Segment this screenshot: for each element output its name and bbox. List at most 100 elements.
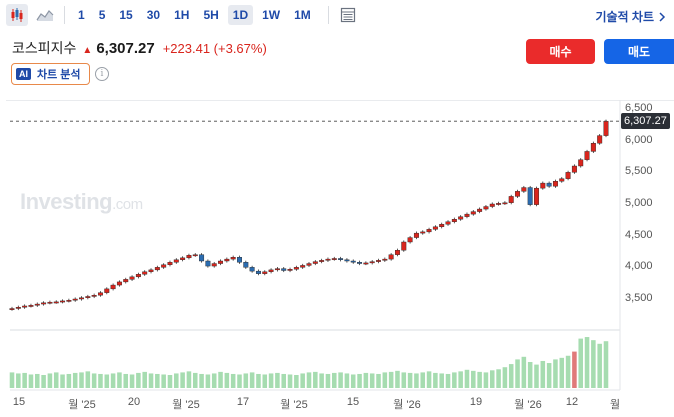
candle-body [489,203,495,207]
candle-body [357,262,363,264]
price-chart[interactable] [6,100,674,417]
candle-body [312,261,318,264]
candle-body [413,232,419,238]
candle-body [110,284,116,290]
volume-bar [553,359,558,388]
candle-body [439,224,445,227]
area-chart-icon[interactable] [34,4,56,26]
candle-body [60,300,66,303]
info-icon[interactable]: i [95,67,109,81]
candle-body [47,301,53,304]
ai-badge: AI [16,68,31,80]
timeframe-15[interactable]: 15 [119,8,133,22]
volume-bar [452,372,457,388]
candle-body [268,269,274,272]
volume-bar [281,373,286,388]
volume-bar [275,372,280,388]
volume-bar [199,373,204,388]
y-tick-label: 5,500 [625,165,653,178]
volume-bar [540,360,546,388]
volume-bar [572,351,577,388]
volume-bar [332,372,337,388]
volume-bar [117,372,122,388]
candle-body [534,187,539,205]
candle-body [135,274,141,278]
candle-body [293,267,299,270]
volume-bar [237,374,242,388]
volume-bar [142,371,147,388]
timeframe-1[interactable]: 1 [78,8,85,22]
candle-body [388,254,394,260]
volume-bar [123,373,129,388]
candle-body [287,269,293,271]
buy-button[interactable]: 매수 [526,39,595,64]
x-tick-label: 19 [469,396,483,408]
timeframe-30[interactable]: 30 [146,8,161,22]
watermark-suffix: .com [112,196,143,213]
volume-bar [180,372,185,388]
volume-bar [350,374,356,388]
volume-bar [205,374,211,388]
candle-body [218,260,224,264]
volume-bar [186,371,192,388]
current-price: 6,307.27 [96,40,155,57]
volume-bar [148,373,154,388]
volume-bar [395,370,400,388]
volume-bar [445,373,451,388]
candle-body [41,302,47,305]
candle-body [154,267,160,271]
candlestick-icon[interactable] [6,4,28,26]
volume-bar [546,363,552,388]
candle-body [192,254,198,257]
candle-body [527,187,533,205]
candle-body [325,258,331,261]
candle-body [85,296,91,298]
candle-body [331,258,337,260]
candle-body [571,165,577,173]
volume-bar [98,373,103,388]
volume-bar [9,372,15,388]
timeframe-1w[interactable]: 1W [262,8,281,22]
volume-bar [224,372,230,388]
timeframe-5h[interactable]: 5H [203,8,219,22]
volume-bar [85,371,91,388]
candle-body [565,172,571,179]
x-tick-label: 12 [565,396,579,408]
tech-chart-label: 기술적 차트 [595,10,654,24]
candle-body [104,288,110,293]
y-tick-label: 6,000 [625,133,653,146]
volume-bar [496,369,501,388]
x-tick-label: 15 [346,396,360,408]
quote-header: 코스피지수 ▲ 6,307.27 +223.41 (+3.67%) [12,38,267,58]
table-icon[interactable] [337,4,359,26]
candle-body [464,213,470,217]
timeframe-1h[interactable]: 1H [174,8,190,22]
volume-bar [508,364,514,388]
volume-bar [313,371,318,388]
candle-body [369,261,375,264]
y-tick-label: 6,500 [625,102,653,114]
candle-body [363,262,369,265]
candle-body [274,268,280,271]
sell-button[interactable]: 매도 [604,39,674,64]
candle-body [97,292,103,296]
watermark-brand: Investing [20,189,113,214]
volume-bar [110,373,116,388]
candle-body [344,259,350,262]
timeframe-5[interactable]: 5 [98,8,106,22]
tech-chart-link[interactable]: 기술적 차트 [595,8,666,25]
candle-body [584,151,590,160]
volume-bar [464,369,470,388]
candle-body [79,297,84,300]
timeframe-1m[interactable]: 1M [294,8,311,22]
x-tick-label: 15 [12,396,26,408]
toolbar-divider [64,6,65,24]
candle-body [350,260,356,263]
volume-bar [401,372,407,388]
ai-chart-analysis-button[interactable]: AI 차트 분석 [11,63,90,85]
volume-bar [211,373,217,388]
candle-body [540,182,546,189]
candle-body [186,255,192,259]
volume-bar [527,362,533,388]
timeframe-1d[interactable]: 1D [227,5,254,25]
